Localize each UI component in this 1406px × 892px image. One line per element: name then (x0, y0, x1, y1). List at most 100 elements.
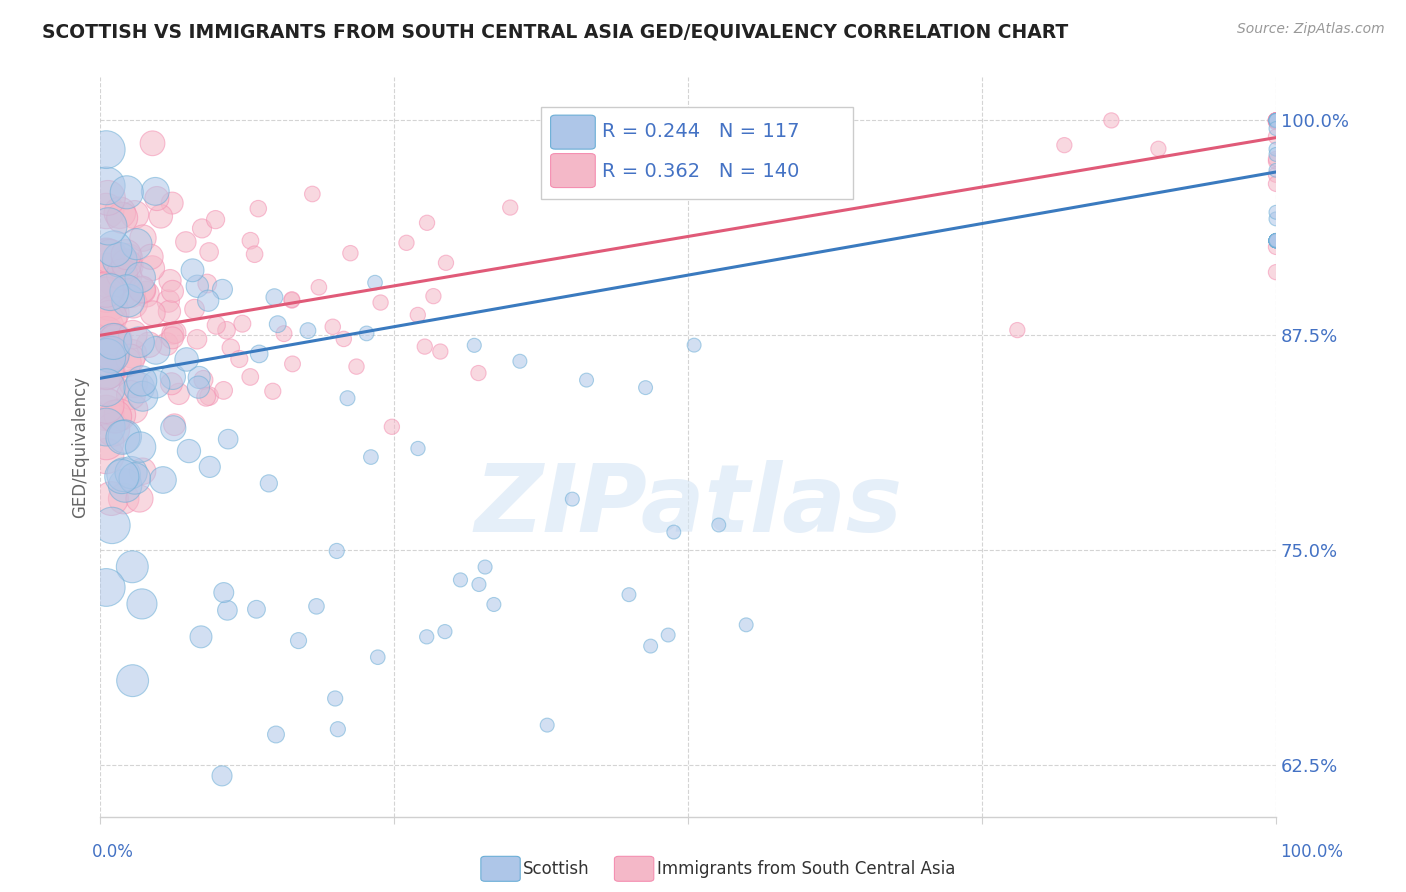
Point (138, 337, 160, 351)
Point (111, 430, 134, 444)
Point (103, 334, 125, 349)
Point (308, 280, 330, 294)
Point (111, 211, 134, 225)
Point (96, 204, 118, 219)
Point (112, 491, 135, 506)
Point (1265, 163, 1288, 178)
Point (219, 341, 242, 355)
Point (1265, 113, 1288, 128)
Point (108, 408, 131, 422)
Point (122, 297, 145, 311)
Point (162, 326, 184, 341)
Point (239, 370, 262, 384)
Point (1265, 233, 1288, 247)
Point (190, 630, 212, 644)
Point (121, 327, 143, 342)
Text: 0.0%: 0.0% (91, 843, 134, 861)
Point (1265, 234, 1288, 248)
Point (96, 381, 118, 395)
Point (217, 603, 239, 617)
Point (96, 283, 118, 297)
Point (263, 290, 285, 304)
Point (339, 246, 361, 260)
Point (135, 287, 157, 301)
Point (468, 577, 491, 591)
Point (1265, 152, 1288, 166)
Point (1265, 113, 1288, 128)
Point (323, 691, 346, 706)
Point (108, 252, 131, 267)
Point (131, 597, 153, 611)
Point (735, 617, 758, 632)
Point (433, 624, 456, 639)
Point (205, 318, 228, 333)
Point (434, 256, 457, 270)
Point (97, 191, 120, 205)
Point (96, 178, 118, 193)
Point (177, 444, 200, 458)
Point (1265, 177, 1288, 191)
Point (1265, 113, 1288, 128)
Point (108, 206, 131, 220)
Point (160, 196, 183, 211)
Point (115, 285, 138, 299)
Point (186, 279, 208, 293)
Point (96, 287, 118, 301)
Point (415, 630, 437, 644)
Point (301, 186, 323, 201)
Point (346, 359, 368, 374)
Text: ZIPatlas: ZIPatlas (474, 460, 903, 552)
Point (429, 344, 451, 359)
Text: SCOTTISH VS IMMIGRANTS FROM SOUTH CENTRAL ASIA GED/EQUIVALENCY CORRELATION CHART: SCOTTISH VS IMMIGRANTS FROM SOUTH CENTRA… (42, 22, 1069, 41)
Point (640, 639, 662, 653)
Point (332, 332, 354, 346)
Point (257, 476, 280, 491)
Point (617, 588, 640, 602)
Point (1265, 234, 1288, 248)
Point (204, 212, 226, 227)
Point (98, 250, 121, 264)
Point (98, 343, 121, 358)
Point (117, 252, 139, 266)
Point (1053, 138, 1076, 153)
Point (145, 377, 167, 392)
Point (356, 326, 378, 341)
Point (245, 602, 267, 616)
Point (575, 373, 598, 387)
Point (1147, 142, 1170, 156)
Point (124, 471, 146, 485)
Point (211, 282, 233, 296)
Point (101, 305, 124, 319)
Point (683, 338, 706, 352)
Point (111, 469, 134, 483)
Point (536, 718, 558, 732)
Point (273, 326, 295, 341)
Point (1265, 113, 1288, 128)
Point (281, 293, 304, 307)
Point (336, 391, 359, 405)
Point (128, 491, 150, 506)
Point (707, 518, 730, 533)
Point (247, 202, 270, 216)
Point (115, 355, 138, 369)
Point (122, 402, 145, 417)
Point (228, 351, 250, 366)
Point (96, 399, 118, 413)
Point (96, 420, 118, 434)
Point (163, 417, 186, 432)
Point (181, 263, 204, 277)
Point (1265, 234, 1288, 248)
Point (499, 201, 522, 215)
Point (197, 293, 219, 308)
Point (422, 289, 444, 303)
Point (96, 435, 118, 450)
FancyBboxPatch shape (541, 107, 853, 200)
Point (1265, 234, 1288, 248)
Point (152, 473, 174, 487)
Point (187, 380, 209, 394)
Point (124, 208, 146, 222)
Point (157, 293, 180, 308)
Point (162, 331, 184, 345)
Point (160, 376, 183, 391)
Point (96, 143, 118, 157)
